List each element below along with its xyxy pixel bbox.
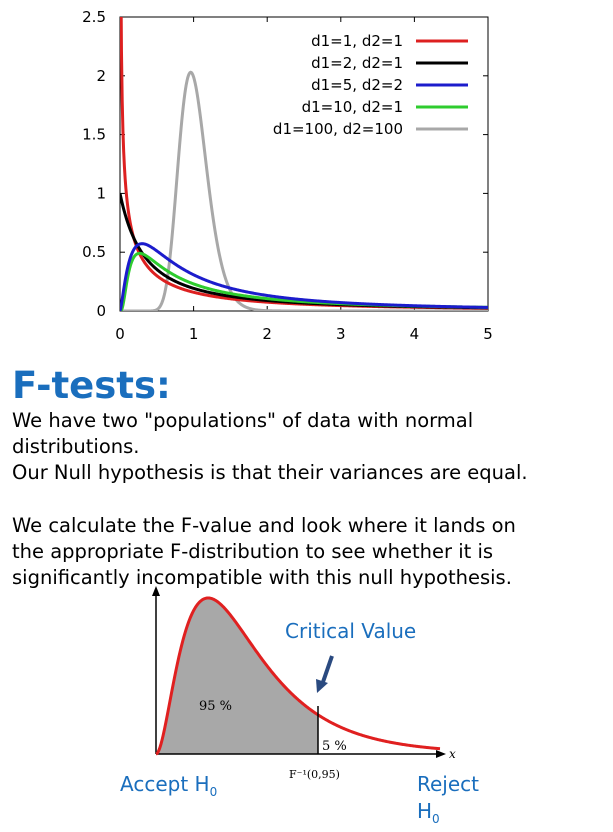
body-line-1: We have two "populations" of data with n… — [12, 409, 474, 432]
body-line-4: We calculate the F-value and look where … — [12, 514, 516, 537]
legend-label: d1=2, d2=1 — [311, 54, 403, 72]
critical-value-label: Critical Value — [285, 619, 417, 643]
series-line — [120, 70, 488, 311]
x-tick-label: 2 — [262, 325, 272, 343]
reject-h0-label: H0 — [417, 799, 440, 826]
legend-label: d1=5, d2=2 — [311, 76, 403, 94]
reject-area-label: 5 % — [322, 739, 347, 754]
y-tick-label: 1.5 — [82, 126, 106, 144]
y-tick-label: 1 — [96, 184, 106, 202]
accept-area-label: 95 % — [199, 699, 232, 714]
x-tick-label: 0 — [115, 325, 125, 343]
critical-point-label: F⁻¹(0,95) — [289, 768, 340, 781]
reject-label: Reject — [417, 772, 480, 796]
x-tick-label: 4 — [410, 325, 420, 343]
y-tick-label: 0.5 — [82, 243, 106, 261]
legend-box — [262, 26, 482, 138]
body-line-3: Our Null hypothesis is that their varian… — [12, 461, 528, 484]
accept-area — [156, 598, 318, 754]
legend-label: d1=100, d2=100 — [273, 120, 403, 138]
body-line-2: distributions. — [12, 435, 140, 458]
critical-arrow-icon — [316, 679, 328, 693]
critical-arrow-shaft — [321, 655, 334, 683]
accept-h0-label: Accept H0 — [120, 772, 218, 799]
legend-label: d1=1, d2=1 — [311, 32, 403, 50]
x-tick-label: 3 — [336, 325, 346, 343]
f-test-diagram: x 95 % 5 % F⁻¹(0,95) — [152, 586, 456, 781]
x-axis-label: x — [449, 747, 456, 761]
y-tick-label: 2.5 — [82, 8, 106, 26]
f-distribution-chart: 0 1 2 3 4 5 0 0.5 1 1.5 2 2.5 d1=1, d2=1 d1=2, d2=1 d… — [82, 8, 493, 343]
x-tick-label: 1 — [189, 325, 199, 343]
body-line-6: significantly incompatible with this nul… — [12, 566, 512, 589]
legend-label: d1=10, d2=1 — [302, 98, 403, 116]
page-title: F-tests: — [12, 364, 171, 407]
y-tick-label: 2 — [96, 67, 106, 85]
x-axis-arrow-icon — [436, 750, 446, 758]
density-curve — [155, 596, 441, 756]
body-line-5: the appropriate F-distribution to see wh… — [12, 540, 494, 563]
series-line — [120, 242, 488, 311]
y-axis-arrow-icon — [152, 586, 160, 596]
x-tick-label: 5 — [483, 325, 493, 343]
y-tick-label: 0 — [96, 302, 106, 320]
